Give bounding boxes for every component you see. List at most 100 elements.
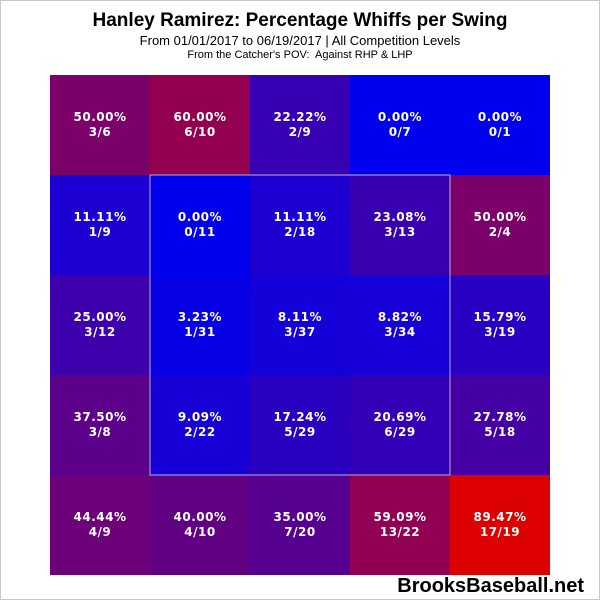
heatmap-cell: 8.11%3/37 <box>250 275 350 375</box>
chart-subtitle: From 01/01/2017 to 06/19/2017 | All Comp… <box>139 33 461 48</box>
cell-count-label: 2/4 <box>489 225 512 239</box>
cell-count-label: 3/37 <box>284 325 315 339</box>
heatmap-cell: 27.78%5/18 <box>450 375 550 475</box>
heatmap-cell-fill <box>50 375 150 475</box>
heatmap-cell: 0.00%0/11 <box>150 175 250 275</box>
heatmap-cell: 25.00%3/12 <box>50 275 150 375</box>
cell-percentage-label: 23.08% <box>374 210 427 224</box>
heatmap-cell-fill <box>350 375 450 475</box>
brooks-baseball-watermark: BrooksBaseball.net <box>397 575 584 597</box>
cell-count-label: 13/22 <box>380 525 420 539</box>
cell-percentage-label: 9.09% <box>178 410 222 424</box>
cell-count-label: 2/22 <box>184 425 215 439</box>
heatmap-cell-fill <box>150 75 250 175</box>
heatmap-cell: 22.22%2/9 <box>250 75 350 175</box>
cell-count-label: 6/29 <box>384 425 415 439</box>
heatmap-cell: 20.69%6/29 <box>350 375 450 475</box>
cell-count-label: 0/7 <box>389 125 412 139</box>
cell-percentage-label: 11.11% <box>74 210 127 224</box>
cell-percentage-label: 8.11% <box>278 310 322 324</box>
heatmap-cell-fill <box>350 175 450 275</box>
cell-percentage-label: 17.24% <box>274 410 327 424</box>
cell-count-label: 1/9 <box>89 225 112 239</box>
heatmap-cell-fill <box>150 375 250 475</box>
cell-percentage-label: 25.00% <box>74 310 127 324</box>
cell-count-label: 3/6 <box>89 125 112 139</box>
heatmap-cell: 11.11%2/18 <box>250 175 350 275</box>
heatmap-cell-fill <box>250 175 350 275</box>
cell-percentage-label: 0.00% <box>378 110 422 124</box>
cell-count-label: 3/19 <box>484 325 515 339</box>
heatmap-cell-fill <box>450 175 550 275</box>
cell-count-label: 2/9 <box>289 125 312 139</box>
heatmap-cell-fill <box>50 275 150 375</box>
heatmap-cell: 23.08%3/13 <box>350 175 450 275</box>
heatmap-cell-fill <box>350 475 450 575</box>
cell-count-label: 3/12 <box>84 325 115 339</box>
heatmap-cell: 11.11%1/9 <box>50 175 150 275</box>
cell-percentage-label: 22.22% <box>274 110 327 124</box>
cell-count-label: 7/20 <box>284 525 315 539</box>
cell-percentage-label: 60.00% <box>174 110 227 124</box>
heatmap-cell-fill <box>50 175 150 275</box>
heatmap-cell-fill <box>350 75 450 175</box>
heatmap-cell: 15.79%3/19 <box>450 275 550 375</box>
cell-count-label: 4/10 <box>184 525 215 539</box>
heatmap-cell-fill <box>250 275 350 375</box>
heatmap-cell-fill <box>150 175 250 275</box>
cell-percentage-label: 3.23% <box>178 310 222 324</box>
heatmap-cell-fill <box>450 375 550 475</box>
heatmap-cell: 40.00%4/10 <box>150 475 250 575</box>
cell-count-label: 3/13 <box>384 225 415 239</box>
heatmap-cell-fill <box>450 75 550 175</box>
cell-percentage-label: 50.00% <box>474 210 527 224</box>
heatmap-cell: 50.00%2/4 <box>450 175 550 275</box>
cell-count-label: 17/19 <box>480 525 520 539</box>
cell-count-label: 1/31 <box>184 325 215 339</box>
cell-percentage-label: 11.11% <box>274 210 327 224</box>
heatmap-cell: 60.00%6/10 <box>150 75 250 175</box>
chart-title: Hanley Ramirez: Percentage Whiffs per Sw… <box>92 10 508 31</box>
cell-percentage-label: 89.47% <box>474 510 527 524</box>
heatmap-cell-fill <box>250 475 350 575</box>
cell-percentage-label: 35.00% <box>274 510 327 524</box>
heatmap-cell: 44.44%4/9 <box>50 475 150 575</box>
heatmap-cell: 8.82%3/34 <box>350 275 450 375</box>
heatmap-cell: 89.47%17/19 <box>450 475 550 575</box>
heatmap-cell: 35.00%7/20 <box>250 475 350 575</box>
cell-percentage-label: 44.44% <box>74 510 127 524</box>
cell-percentage-label: 40.00% <box>174 510 227 524</box>
chart-subtitle-pov: From the Catcher's POV: Against RHP & LH… <box>187 49 413 61</box>
heatmap-cell: 37.50%3/8 <box>50 375 150 475</box>
cell-percentage-label: 0.00% <box>478 110 522 124</box>
heatmap-cell-fill <box>150 475 250 575</box>
cell-percentage-label: 0.00% <box>178 210 222 224</box>
heatmap-cell: 9.09%2/22 <box>150 375 250 475</box>
heatmap-cell-fill <box>50 475 150 575</box>
heatmap-cell: 50.00%3/6 <box>50 75 150 175</box>
cell-count-label: 3/34 <box>384 325 415 339</box>
cell-percentage-label: 15.79% <box>474 310 527 324</box>
cell-count-label: 5/18 <box>484 425 515 439</box>
cell-percentage-label: 37.50% <box>74 410 127 424</box>
cell-count-label: 0/11 <box>184 225 215 239</box>
heatmap-cell-fill <box>50 75 150 175</box>
heatmap-cell: 0.00%0/1 <box>450 75 550 175</box>
cell-count-label: 5/29 <box>284 425 315 439</box>
heatmap-cell-fill <box>350 275 450 375</box>
cell-percentage-label: 50.00% <box>74 110 127 124</box>
strike-zone-outline <box>149 174 451 476</box>
heatmap-cell-fill <box>450 475 550 575</box>
cell-percentage-label: 59.09% <box>374 510 427 524</box>
cell-percentage-label: 27.78% <box>474 410 527 424</box>
heatmap-cell: 0.00%0/7 <box>350 75 450 175</box>
heatmap-cell-fill <box>150 275 250 375</box>
cell-count-label: 2/18 <box>284 225 315 239</box>
cell-count-label: 4/9 <box>89 525 112 539</box>
cell-count-label: 0/1 <box>489 125 512 139</box>
cell-count-label: 3/8 <box>89 425 112 439</box>
heatmap-cell: 3.23%1/31 <box>150 275 250 375</box>
heatmap-cell: 59.09%13/22 <box>350 475 450 575</box>
heatmap-cell-fill <box>450 275 550 375</box>
